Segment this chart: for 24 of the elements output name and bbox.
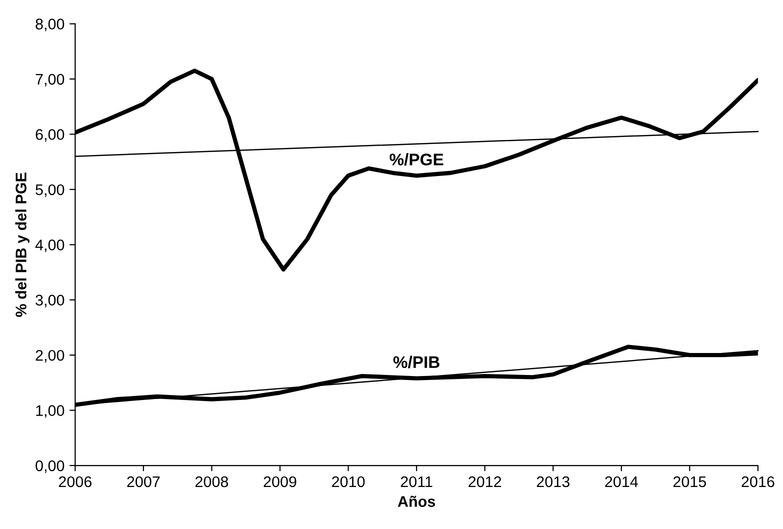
x-axis-title: Años (398, 496, 436, 507)
series-label: %/PGE (390, 153, 444, 166)
y-axis-title: % del PIB y del PGE (15, 172, 30, 317)
x-tick-label: 2016 (742, 476, 774, 488)
x-tick-label: 2009 (264, 476, 296, 488)
y-tick-label: 0,00 (36, 460, 64, 474)
y-tick-label: 1,00 (36, 405, 64, 418)
x-tick-label: 2011 (400, 476, 432, 488)
x-tick-label: 2013 (536, 476, 570, 488)
y-tick-label: 7,00 (36, 74, 64, 87)
x-tick-label: 2014 (605, 476, 638, 488)
x-tick-label: 2006 (58, 476, 92, 488)
series-label: %/PIB (393, 356, 440, 368)
x-tick-label: 2012 (468, 476, 502, 488)
x-tick-label: 2010 (332, 476, 365, 488)
y-tick-label: 2,00 (36, 350, 64, 363)
y-tick-label: 6,00 (36, 129, 64, 142)
y-tick-label: 5,00 (36, 184, 64, 197)
x-tick-label: 2007 (127, 476, 160, 488)
y-tick-label: 4,00 (35, 240, 64, 252)
x-tick-label: 2015 (673, 476, 706, 488)
y-tick-label: 8,00 (36, 18, 64, 32)
x-tick-label: 2008 (196, 476, 228, 488)
y-tick-label: 3,00 (36, 294, 64, 308)
